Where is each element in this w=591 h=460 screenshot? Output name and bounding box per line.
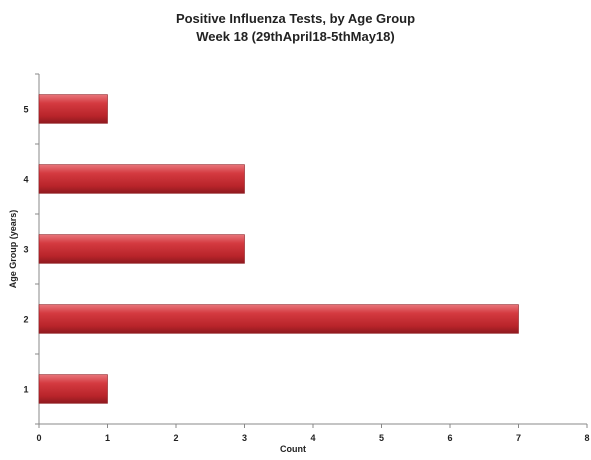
x-tick-label: 6 [447,433,452,443]
y-tick-label: 4 [23,175,28,185]
bar [38,234,245,264]
bar [38,304,519,334]
chart-title: Positive Influenza Tests, by Age Group [175,11,416,26]
x-tick-label: 0 [36,433,41,443]
bar [38,164,245,194]
y-tick-label: 5 [23,105,28,115]
bar [38,94,108,124]
x-tick-label: 2 [173,433,178,443]
x-tick-label: 8 [584,433,589,443]
y-tick-label: 3 [23,245,28,255]
y-tick-label: 1 [23,385,28,395]
chart-subtitle: Week 18 (29thApril18-5thMay18) [196,29,395,44]
x-tick-label: 4 [310,433,315,443]
y-tick-label: 2 [23,315,28,325]
x-tick-label: 5 [379,433,384,443]
chart-title-block: Positive Influenza Tests, by Age Group W… [0,10,591,46]
x-tick-label: 3 [242,433,247,443]
bar [38,374,108,404]
x-tick-label: 1 [105,433,110,443]
x-axis-title: Count [280,444,306,454]
y-axis-title: Age Group (years) [8,210,18,289]
x-tick-label: 7 [516,433,521,443]
